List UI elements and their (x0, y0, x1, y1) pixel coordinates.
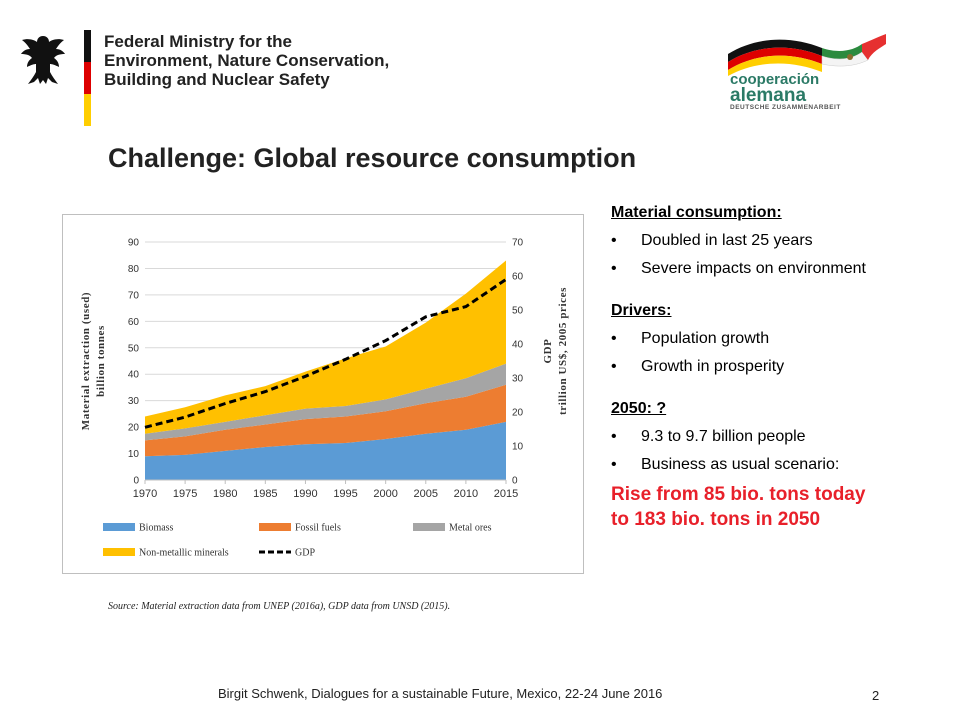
legend-swatch (103, 548, 135, 556)
ministry-line: Federal Ministry for the (104, 32, 292, 51)
x-tick-label: 2015 (494, 488, 518, 500)
ministry-line: Environment, Nature Conservation, (104, 51, 390, 70)
x-tick-label: 1985 (253, 488, 277, 500)
left-axis-title-line1: Material extraction (used) (80, 292, 92, 430)
area-biomass (145, 421, 506, 480)
right-tick-label: 60 (512, 272, 524, 283)
bullet-item: Doubled in last 25 years (611, 232, 956, 250)
bullet-item: Business as usual scenario: (611, 456, 956, 474)
legend-label: Metal ores (449, 523, 492, 534)
bullet-item: Growth in prosperity (611, 358, 956, 376)
ministry-line: Building and Nuclear Safety (104, 70, 330, 89)
left-tick-label: 30 (128, 396, 140, 407)
left-tick-label: 90 (128, 238, 140, 249)
material-bullets: Doubled in last 25 years Severe impacts … (611, 232, 956, 278)
legend-label: Biomass (139, 523, 174, 534)
ministry-name: Federal Ministry for the Environment, Na… (104, 32, 389, 89)
right-tick-label: 30 (512, 374, 524, 385)
left-tick-label: 0 (133, 476, 139, 487)
footer-text: Birgit Schwenk, Dialogues for a sustaina… (218, 686, 663, 701)
right-tick-label: 40 (512, 340, 524, 351)
left-axis-title-line2: billion tonnes (95, 325, 107, 397)
area-non-metallic-minerals (145, 260, 506, 434)
legend-swatch (413, 523, 445, 531)
x-tick-label: 2000 (373, 488, 397, 500)
highlight-line: Rise from 85 bio. tons today (611, 484, 866, 505)
right-tick-label: 70 (512, 238, 524, 249)
left-tick-label: 60 (128, 317, 140, 328)
future-heading: 2050: ? (611, 400, 667, 417)
legend-label: Fossil fuels (295, 523, 341, 534)
left-tick-label: 70 (128, 290, 140, 301)
coop-logo-text: cooperación alemana DEUTSCHE ZUSAMMENARB… (730, 72, 841, 111)
area-metal-ores (145, 363, 506, 441)
right-tick-label: 50 (512, 306, 524, 317)
flag-black-stripe (84, 30, 91, 62)
left-tick-label: 10 (128, 449, 140, 460)
projection-highlight: Rise from 85 bio. tons today to 183 bio.… (611, 482, 956, 532)
chart-source: Source: Material extraction data from UN… (108, 601, 451, 612)
cooperacion-alemana-logo: cooperación alemana DEUTSCHE ZUSAMMENARB… (722, 32, 892, 112)
right-tick-label: 0 (512, 476, 518, 487)
resource-chart: 0 10 20 30 40 50 60 70 80 90 0 10 20 30 40 50 60 70 1970 19… (62, 214, 584, 574)
left-tick-label: 40 (128, 370, 140, 381)
bullet-item: Severe impacts on environment (611, 260, 956, 278)
left-tick-label: 20 (128, 423, 140, 434)
drivers-heading: Drivers: (611, 302, 672, 319)
left-tick-label: 50 (128, 343, 140, 354)
flag-ribbon-icon (728, 34, 886, 76)
area-fossil-fuels (145, 384, 506, 457)
x-tick-label: 2005 (414, 488, 438, 500)
legend-label: GDP (295, 548, 315, 559)
legend-swatch (103, 523, 135, 531)
legend-label: Non-metallic minerals (139, 548, 229, 559)
legend-swatch (259, 523, 291, 531)
flag-gold-stripe (84, 94, 91, 126)
left-tick-label: 80 (128, 264, 140, 275)
future-bullets: 9.3 to 9.7 billion people Business as us… (611, 428, 956, 474)
x-tick-label: 1975 (173, 488, 197, 500)
chart-canvas: 0 10 20 30 40 50 60 70 80 90 0 10 20 30 40 50 60 70 1970 19… (80, 238, 569, 559)
bullet-item: Population growth (611, 330, 956, 348)
x-tick-label: 1990 (293, 488, 317, 500)
right-axis-title-line2: trillion US$, 2005 prices (557, 287, 569, 415)
slide-title: Challenge: Global resource consumption (108, 143, 637, 173)
highlight-line: to 183 bio. tons in 2050 (611, 509, 821, 530)
coop-line-1: cooperación (730, 71, 820, 88)
federal-eagle-icon (21, 36, 65, 84)
x-tick-label: 2010 (454, 488, 478, 500)
material-consumption-heading: Material consumption: (611, 204, 782, 221)
key-points-panel: Material consumption: Doubled in last 25… (611, 204, 956, 532)
right-tick-label: 20 (512, 408, 524, 419)
x-tick-label: 1995 (333, 488, 357, 500)
ministry-logo: Federal Ministry for the Environment, Na… (18, 30, 389, 130)
gdp-line (144, 278, 507, 429)
right-tick-label: 10 (512, 442, 524, 453)
x-tick-label: 1980 (213, 488, 237, 500)
coop-line-2: alemana (730, 85, 807, 106)
bullet-item: 9.3 to 9.7 billion people (611, 428, 956, 446)
page-number: 2 (872, 688, 880, 703)
coop-line-3: DEUTSCHE ZUSAMMENARBEIT (730, 104, 841, 111)
x-tick-label: 1970 (133, 488, 157, 500)
flag-red-stripe (84, 62, 91, 94)
right-axis-title-line1: GDP (542, 338, 554, 363)
drivers-bullets: Population growth Growth in prosperity (611, 330, 956, 376)
german-flag-bar (84, 30, 91, 126)
